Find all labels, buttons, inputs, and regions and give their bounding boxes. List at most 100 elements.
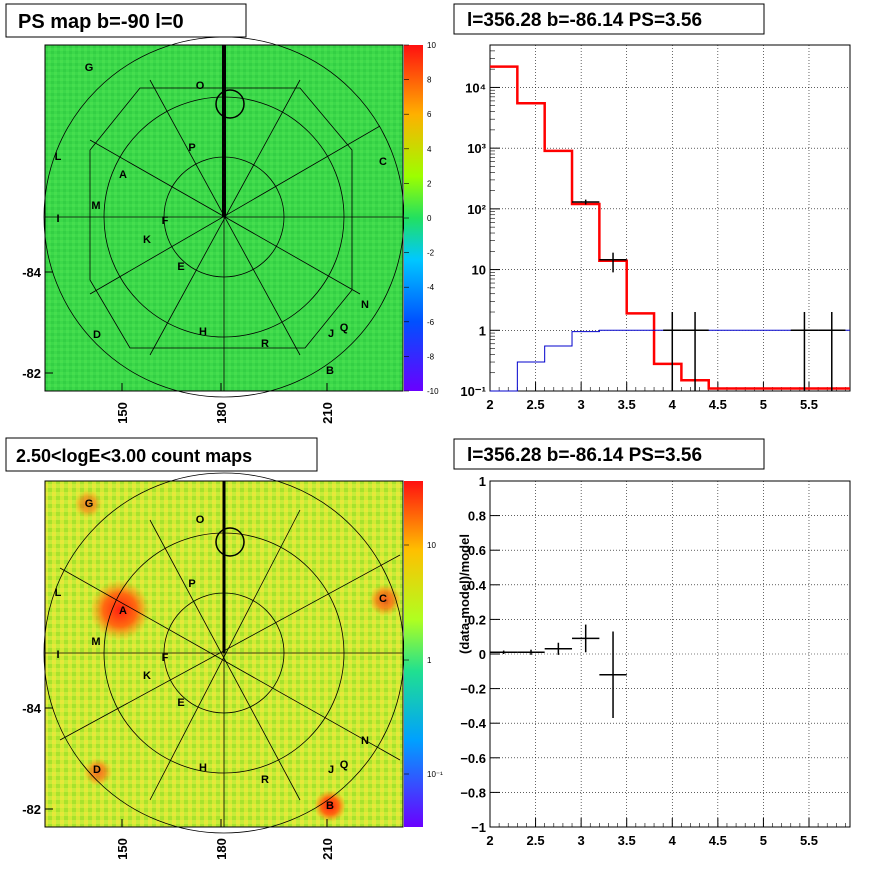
hotspot-A [90,580,150,640]
y-tick-label: −0.6 [460,751,486,766]
data-point [599,252,627,273]
panel-title: l=356.28 b=-86.14 PS=3.56 [467,10,702,31]
x-tick-label: 150 [115,838,130,860]
roi-circle [215,527,245,557]
source-label-n: N [361,735,369,747]
panel-title: l=356.28 b=-86.14 PS=3.56 [467,445,702,466]
source-label-k: K [143,670,151,682]
source-label-a: A [119,605,127,617]
hotspot-D [84,758,112,786]
y-tick-label: -82 [22,366,41,381]
sky-grid-overlay [43,36,405,398]
hotspot-G [74,490,102,518]
colorbar-tick-label: -6 [427,318,435,327]
title-box [453,3,765,35]
y-tick-label: −1 [471,820,486,835]
colorbar-tick-label: 4 [427,145,432,154]
x-tick-label: 4.5 [709,833,727,848]
y-tick-label: -84 [22,701,42,716]
y-tick-label: 0.2 [468,612,486,627]
x-tick-label: 4 [669,833,677,848]
title-box [453,438,765,470]
colorbar-tick-label: -10 [427,387,439,396]
source-label-p: P [188,142,195,154]
x-tick-label: 5 [760,397,767,412]
source-label-c: C [379,593,387,605]
source-label-o: O [196,514,205,526]
y-axis-title: (data-model)/model [457,534,472,654]
colorbar-tick-label: 10 [427,541,436,550]
x-tick-label: 150 [115,402,130,424]
y-tick-label: −0.2 [460,682,486,697]
model-total-line [490,65,850,390]
y-tick-label: 10² [467,202,486,217]
panel-top-left: PS map b=-90 l=0 G O P L A C M I FK E N D H R J Q B 10 8 6… [5,3,439,424]
source-label-r: R [261,338,269,350]
map-frame [44,480,404,828]
map-frame [44,44,404,392]
plot-frame [489,44,851,392]
source-labels: G O P L A C M I FK E N D H R J Q B [55,498,387,812]
source-label-d: D [93,764,101,776]
source-label-d: D [93,329,101,341]
colorbar-tick-label: 0 [427,214,432,223]
source-label-l: L [55,151,62,163]
colorbar-tick-label: -8 [427,352,435,361]
y-tick-label: 10 [472,263,486,278]
x-tick-label: 3 [578,397,585,412]
y-tick-label: 10⁴ [465,80,486,95]
source-label-e: E [177,697,184,709]
panel-title: 2.50<logE<3.00 count maps [16,446,252,466]
source-model-line [490,329,850,392]
y-tick-label: 0.8 [468,509,486,524]
colorbar-tick-label: 2 [427,179,432,188]
x-tick-label: 2.5 [527,397,545,412]
source-label-p: P [188,578,195,590]
colorbar-tick-label: -2 [427,249,435,258]
colorbar-ticks: 10 1 10⁻¹ [404,541,443,779]
sky-grid-overlay [43,472,405,834]
data-point [818,312,846,391]
panel-bottom-left: 2.50<logE<3.00 count maps G O P L A C M I FK E N D H… [5,437,443,860]
x-tick-label: 180 [214,838,229,860]
y-tick-label: 0.4 [468,578,487,593]
residual-point [517,649,545,655]
colorbar-tick-label: -4 [427,283,435,292]
residual-plot: 2 2.5 3 3.5 4 4.5 5 5.5 −1 −0.8 −0.6 −0.4 −0.2 0 0.2 0.… [457,474,851,848]
source-label-j: J [328,328,334,340]
hotspot-B [314,790,346,822]
x-tick-label: 210 [320,402,335,424]
source-label-m: M [91,636,100,648]
residual-point [572,624,600,653]
source-label-f: F [162,215,169,227]
y-tick-label: −0.4 [460,716,486,731]
x-tick-label: 3.5 [618,833,636,848]
sky-axis-ticks: 150 180 210 -84 -82 [22,701,335,860]
x-tick-label: 4.5 [709,397,727,412]
sky-axis-ticks: 150 180 210 -84 -82 [22,265,335,424]
source-label-e: E [177,261,184,273]
x-tick-label: 5.5 [800,397,818,412]
panel-top-right: l=356.28 b=-86.14 PS=3.56 2 2.5 3 3.5 4 4.5 5 5… [453,3,851,412]
source-label-g: G [85,62,94,74]
source-label-g: G [85,498,94,510]
x-tick-label: 2 [486,397,493,412]
source-label-h: H [199,326,207,338]
source-label-f: F [162,652,169,664]
colorbar-tick-label: 6 [427,110,432,119]
x-tick-label: 5.5 [800,833,818,848]
x-tick-label: 180 [214,402,229,424]
source-label-j: J [328,764,334,776]
y-tick-label: −0.8 [460,785,486,800]
y-tick-label: 0 [479,647,486,662]
source-label-q: Q [340,759,349,771]
x-tick-label: 3.5 [618,397,636,412]
source-label-o: O [196,80,205,92]
data-point [790,312,819,391]
y-tick-label: 0.6 [468,543,486,558]
x-tick-label: 4 [669,397,677,412]
source-label-c: C [379,156,387,168]
data-point [572,199,600,205]
source-label-r: R [261,774,269,786]
